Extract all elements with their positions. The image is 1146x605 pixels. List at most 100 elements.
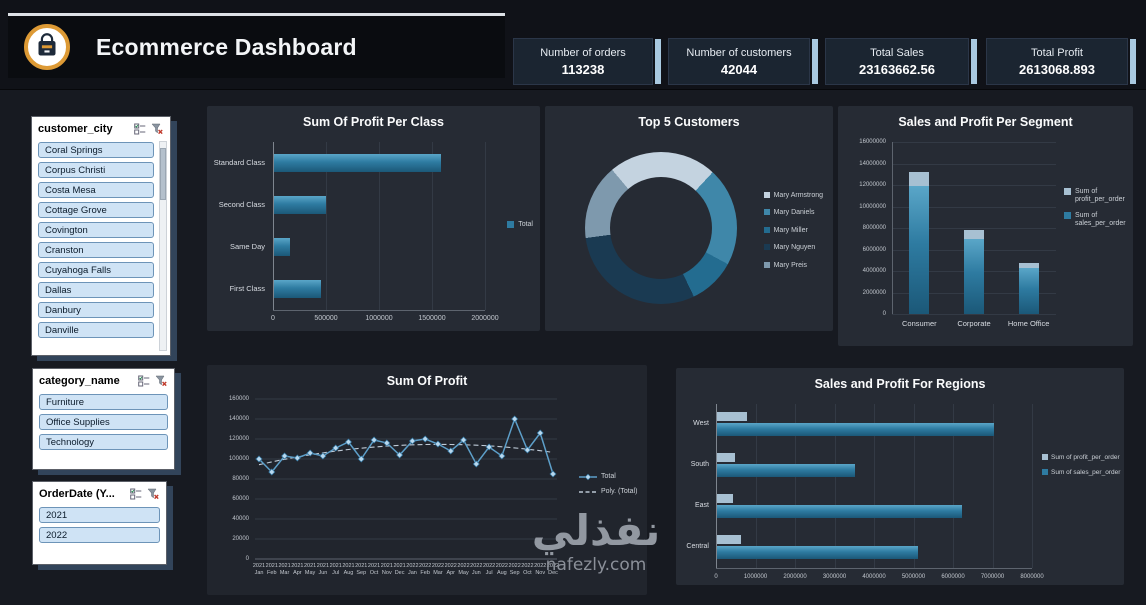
slicer-item[interactable]: Cranston <box>38 242 154 258</box>
slicer-item[interactable]: Office Supplies <box>39 414 168 430</box>
kpi-value: 2613068.893 <box>1019 61 1095 77</box>
bar-sales <box>964 238 984 314</box>
category-label: Same Day <box>229 242 265 251</box>
scrollbar-thumb[interactable] <box>160 148 166 200</box>
slicer-item[interactable]: Furniture <box>39 394 168 410</box>
x-tick-label: 1000000 <box>365 315 393 322</box>
slicer-item[interactable]: Technology <box>39 434 168 450</box>
legend-label: Total <box>601 473 616 480</box>
y-tick-label: 2000000 <box>862 289 886 296</box>
gridline <box>953 404 954 568</box>
gridline <box>892 314 1056 315</box>
multiselect-button[interactable] <box>129 488 143 501</box>
slicer-item[interactable]: Costa Mesa <box>38 182 154 198</box>
x-tick-label: 2021 Nov <box>380 563 393 577</box>
clear-filter-icon[interactable] <box>147 488 159 500</box>
y-tick-label: 160000 <box>228 396 249 402</box>
gridline <box>834 404 836 568</box>
multiselect-button[interactable] <box>133 123 147 136</box>
x-tick-label: 2022 Nov <box>534 563 547 577</box>
gridline <box>485 142 486 310</box>
kpi-value: 113238 <box>561 61 605 77</box>
y-tick-label: 6000000 <box>862 246 886 253</box>
y-tick-label: 12000000 <box>859 182 886 188</box>
category-label: West <box>693 419 709 427</box>
slicer-title: OrderDate (Y... <box>39 488 115 500</box>
gridline <box>892 185 1056 186</box>
x-tick-label: 2022 Sep <box>508 563 521 577</box>
x-tick-label: 2022 Dec <box>546 563 560 577</box>
clear-filter-button[interactable] <box>154 375 168 388</box>
clear-filter-button[interactable] <box>150 123 164 136</box>
chart-title-sales-profit-segment: Sales and Profit Per Segment <box>898 115 1073 129</box>
gridline <box>892 142 1056 143</box>
bar-profit <box>717 494 733 503</box>
slicer-item[interactable]: Dallas <box>38 282 154 298</box>
x-tick-label: 2021 Sep <box>355 563 368 577</box>
gridline <box>892 206 1056 208</box>
legend: Total <box>507 221 533 236</box>
slicer-item[interactable]: Covington <box>38 222 154 238</box>
clear-filter-icon[interactable] <box>155 375 167 387</box>
bar <box>274 280 321 298</box>
bar-sales <box>717 422 994 436</box>
x-tick-label: 2021 Jun <box>316 563 330 577</box>
multiselect-button[interactable] <box>137 375 151 388</box>
line-plot <box>255 398 557 560</box>
x-tick-label: 500000 <box>314 315 338 322</box>
slicer-title: customer_city <box>38 123 113 135</box>
x-tick-label: 1000000 <box>743 574 768 580</box>
slicer-header: customer_city <box>38 120 164 138</box>
category-label: Consumer <box>902 319 937 328</box>
x-tick-label: 2022 Jan <box>406 563 419 577</box>
clear-filter-button[interactable] <box>146 488 160 501</box>
slicer-item[interactable]: Cottage Grove <box>38 202 154 218</box>
chart-top5-customers: Mary Armstrong Mary Daniels Mary Miller Mar… <box>545 106 833 331</box>
slicer-item[interactable]: Cuyahoga Falls <box>38 262 154 278</box>
x-tick-label: 0 <box>271 315 275 322</box>
kpi-accent-strip <box>812 39 818 84</box>
slicer-item[interactable]: Danville <box>38 322 154 338</box>
multiselect-icon[interactable] <box>134 123 146 135</box>
gridline <box>755 404 757 568</box>
y-tick-label: 100000 <box>228 456 249 462</box>
bar-sales <box>909 186 930 314</box>
gridline <box>432 142 433 310</box>
x-tick-label: 6000000 <box>941 574 965 580</box>
slicer-item[interactable]: Danbury <box>38 302 154 318</box>
gridline <box>326 142 327 310</box>
y-tick-label: 60000 <box>232 496 249 502</box>
multiselect-icon[interactable] <box>138 375 150 387</box>
kpi-card: Number of orders 113238 <box>513 38 661 85</box>
clear-filter-icon[interactable] <box>151 123 163 135</box>
slicer-item[interactable]: 2021 <box>39 507 160 523</box>
slicer-header: OrderDate (Y... <box>39 485 160 503</box>
gridline <box>892 228 1056 229</box>
legend-label: Poly. (Total) <box>601 488 638 496</box>
x-tick-label: 1500000 <box>418 315 446 322</box>
app-logo <box>24 24 70 70</box>
trend-line <box>258 443 554 466</box>
x-tick-label: 2021 Feb <box>265 563 278 577</box>
y-tick-label: 0 <box>245 556 249 562</box>
y-axis <box>892 142 893 314</box>
slicer-item[interactable]: Coral Springs <box>38 142 154 158</box>
bar-profit <box>1018 263 1039 269</box>
category-label: East <box>694 501 709 509</box>
x-tick-label: 2000000 <box>783 574 807 580</box>
slicer-item[interactable]: Corpus Christi <box>38 162 154 178</box>
y-tick-label: 80000 <box>232 476 249 482</box>
legend: Sum of profit_per_order Sum of sales_per… <box>1042 454 1122 484</box>
legend-label: Mary Preis <box>773 261 808 269</box>
x-tick-label: 2021 Oct <box>367 563 381 577</box>
panel-profit-per-class: Sum Of Profit Per Class 0 500000 1000000 15… <box>207 106 540 331</box>
slicer-item[interactable]: 2022 <box>39 527 160 543</box>
legend-label: Mary Daniels <box>773 209 815 217</box>
slicer-scrollbar[interactable] <box>159 141 167 351</box>
x-axis <box>716 568 1032 569</box>
legend-label: Sum of sales_per_order <box>1075 211 1126 228</box>
multiselect-icon[interactable] <box>130 488 142 500</box>
category-label: Central <box>686 542 709 550</box>
x-axis <box>273 310 485 311</box>
y-tick-label: 4000000 <box>862 268 886 274</box>
